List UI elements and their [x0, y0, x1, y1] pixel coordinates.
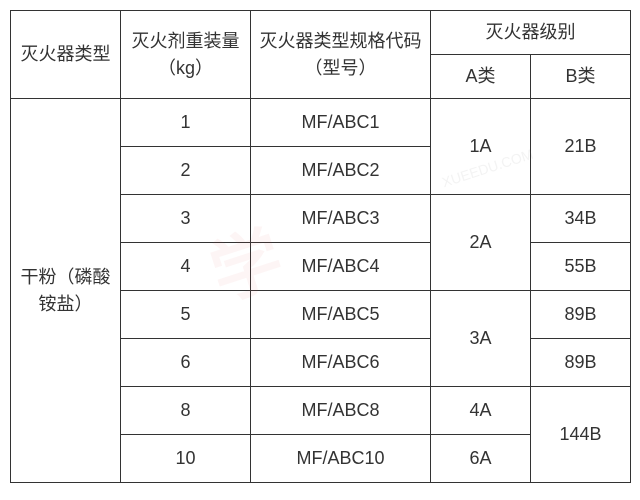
cell-weight: 8 [121, 387, 251, 435]
header-row-1: 灭火器类型 灭火剂重装量（kg） 灭火器类型规格代码（型号） 灭火器级别 [11, 11, 631, 55]
col-head-classB: B类 [531, 55, 631, 99]
cell-classB: 34B [531, 195, 631, 243]
col-head-weight: 灭火剂重装量（kg） [121, 11, 251, 99]
cell-model: MF/ABC10 [251, 435, 431, 483]
cell-weight: 2 [121, 147, 251, 195]
cell-classB: 89B [531, 291, 631, 339]
cell-model: MF/ABC2 [251, 147, 431, 195]
cell-classB: 144B [531, 387, 631, 483]
col-head-type: 灭火器类型 [11, 11, 121, 99]
extinguisher-table: 灭火器类型 灭火剂重装量（kg） 灭火器类型规格代码（型号） 灭火器级别 A类 … [10, 10, 631, 483]
cell-type: 干粉（磷酸铵盐） [11, 99, 121, 483]
cell-model: MF/ABC4 [251, 243, 431, 291]
cell-classB: 21B [531, 99, 631, 195]
cell-classA: 6A [431, 435, 531, 483]
cell-weight: 4 [121, 243, 251, 291]
cell-model: MF/ABC5 [251, 291, 431, 339]
cell-classB: 55B [531, 243, 631, 291]
cell-classA: 4A [431, 387, 531, 435]
cell-classA: 3A [431, 291, 531, 387]
cell-model: MF/ABC3 [251, 195, 431, 243]
cell-model: MF/ABC8 [251, 387, 431, 435]
cell-weight: 5 [121, 291, 251, 339]
cell-weight: 3 [121, 195, 251, 243]
table-wrapper: 学 XUEEDU.COM 灭火器类型 灭火剂重装量（kg） 灭火器类型规格代码（… [10, 10, 630, 483]
col-head-classA: A类 [431, 55, 531, 99]
col-head-model: 灭火器类型规格代码（型号） [251, 11, 431, 99]
col-head-rating-group: 灭火器级别 [431, 11, 631, 55]
cell-classA: 1A [431, 99, 531, 195]
cell-classB: 89B [531, 339, 631, 387]
cell-model: MF/ABC1 [251, 99, 431, 147]
cell-weight: 1 [121, 99, 251, 147]
cell-classA: 2A [431, 195, 531, 291]
cell-weight: 6 [121, 339, 251, 387]
cell-weight: 10 [121, 435, 251, 483]
table-row: 干粉（磷酸铵盐） 1 MF/ABC1 1A 21B [11, 99, 631, 147]
cell-model: MF/ABC6 [251, 339, 431, 387]
